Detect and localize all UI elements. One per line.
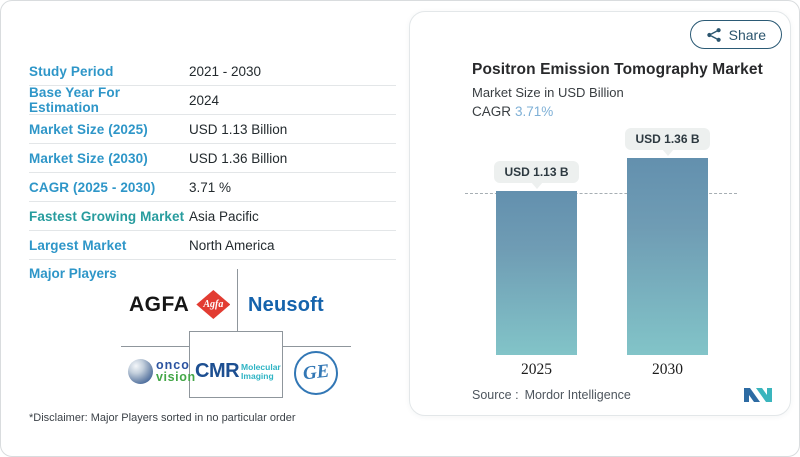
mordor-intelligence-logo xyxy=(744,388,772,402)
row-value: 3.71 % xyxy=(189,179,232,195)
share-label: Share xyxy=(728,26,766,43)
chart-cagr-line: CAGR 3.71% xyxy=(472,104,553,119)
share-icon xyxy=(706,27,721,42)
neusoft-logo: Neusoft xyxy=(248,294,324,316)
table-row: Fastest Growing Market Asia Pacific xyxy=(29,202,396,231)
agfa-logo: AGFA Agfa xyxy=(129,290,231,319)
chart-card: Share Positron Emission Tomography Marke… xyxy=(409,11,791,416)
major-players-label: Major Players xyxy=(29,266,117,281)
cmr-molecular-imaging-logo: CMR Molecular Imaging xyxy=(195,360,281,383)
logo-grid-horizontal-divider xyxy=(283,346,351,347)
cmr-sub-imaging: Imaging xyxy=(241,370,274,381)
table-row: Market Size (2030) USD 1.36 Billion xyxy=(29,144,396,173)
table-row: CAGR (2025 - 2030) 3.71 % xyxy=(29,173,396,202)
cmr-wordmark: CMR xyxy=(195,360,240,382)
table-row: Largest Market North America xyxy=(29,231,396,260)
source-row: Source : Mordor Intelligence xyxy=(472,386,772,403)
disclaimer-text: *Disclaimer: Major Players sorted in no … xyxy=(29,412,296,424)
x-axis-label-2025: 2025 xyxy=(521,361,552,378)
ge-logo: GE xyxy=(294,351,338,395)
bar-value-label: USD 1.13 B xyxy=(494,161,579,183)
logo-grid-vertical-divider xyxy=(237,269,238,331)
bar-group-2030: USD 1.36 B xyxy=(625,128,710,355)
bar-value-caret xyxy=(530,182,543,189)
row-label: Market Size (2025) xyxy=(29,121,148,137)
logo-grid-horizontal-divider xyxy=(121,346,189,347)
bar-value-label: USD 1.36 B xyxy=(625,128,710,150)
agfa-diamond-icon: Agfa xyxy=(196,290,231,319)
row-label: Study Period xyxy=(29,63,114,79)
row-label: Market Size (2030) xyxy=(29,150,148,166)
chart-title: Positron Emission Tomography Market xyxy=(472,61,763,78)
bar-2025 xyxy=(496,191,577,355)
ge-monogram: GE xyxy=(301,360,331,385)
table-row: Market Size (2025) USD 1.13 Billion xyxy=(29,115,396,144)
row-value: North America xyxy=(189,237,275,253)
row-value: USD 1.13 Billion xyxy=(189,121,288,137)
row-label: Fastest Growing Market xyxy=(29,208,185,224)
cagr-value: 3.71% xyxy=(515,104,554,119)
share-button[interactable]: Share xyxy=(689,20,782,49)
row-label: Largest Market xyxy=(29,237,127,253)
bar-value-caret xyxy=(661,149,674,156)
stats-table: Study Period 2021 - 2030 Base Year For E… xyxy=(29,57,396,260)
oncovision-wordmark-top: onco xyxy=(156,357,190,372)
agfa-wordmark: AGFA xyxy=(129,292,190,316)
bar-2030 xyxy=(627,158,708,355)
source-label: Source : xyxy=(472,387,519,402)
row-value: 2021 - 2030 xyxy=(189,63,262,79)
row-label: CAGR (2025 - 2030) xyxy=(29,179,156,195)
table-row: Study Period 2021 - 2030 xyxy=(29,57,396,86)
reference-dashed-line xyxy=(465,193,737,194)
x-axis-label-2030: 2030 xyxy=(652,361,683,378)
oncovision-sphere-icon xyxy=(128,359,153,384)
table-row: Base Year For Estimation 2024 xyxy=(29,85,396,115)
row-value: USD 1.36 Billion xyxy=(189,150,288,166)
row-label: Base Year For Estimation xyxy=(29,85,121,115)
bar-group-2025: USD 1.13 B xyxy=(494,161,579,355)
oncovision-logo: onco vision xyxy=(128,357,196,384)
chart-subtitle: Market Size in USD Billion xyxy=(472,85,624,100)
row-value: 2024 xyxy=(189,92,220,108)
oncovision-wordmark-bottom: vision xyxy=(156,369,196,384)
cmr-sub-molecular: Molecular xyxy=(241,361,281,372)
cagr-label: CAGR xyxy=(472,104,512,119)
logo-cell-border xyxy=(189,331,283,398)
row-value: Asia Pacific xyxy=(189,208,259,224)
source-value: Mordor Intelligence xyxy=(524,387,631,402)
